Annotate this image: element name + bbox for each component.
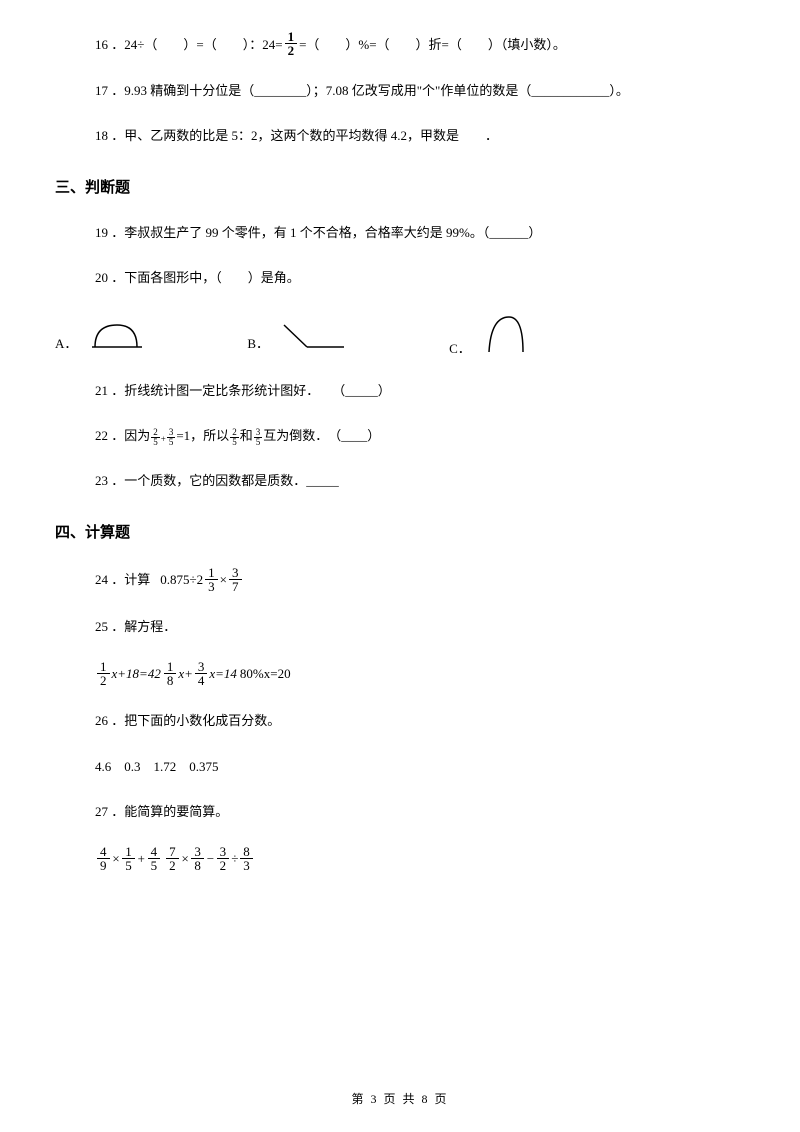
q27-t3: × (181, 851, 190, 867)
q27-t2: + (137, 851, 146, 867)
q22-p1: 22 ．因为 (95, 424, 150, 447)
q27-f1: 4 9 (97, 845, 110, 872)
fraction-half: 1 2 (285, 30, 298, 57)
q26-values: 4.6 0.3 1.72 0.375 (55, 755, 745, 778)
question-25: 25 ．解方程． (55, 615, 745, 638)
q27-f3: 4 5 (148, 845, 161, 872)
question-20: 20 ．下面各图形中，（ ）是角。 (55, 266, 745, 289)
q25-f2: 1 8 (164, 660, 177, 687)
shape-c-icon (481, 312, 531, 357)
question-18: 18 ．甲、乙两数的比是 5：2，这两个数的平均数得 4.2，甲数是 ． (55, 124, 745, 147)
question-26: 26 ．把下面的小数化成百分数。 (55, 709, 745, 732)
q24-expr: 0.875÷2 1 3 × 3 7 (160, 566, 243, 593)
q24-times: × (220, 568, 227, 591)
q22-frac2: 3 5 (167, 428, 176, 447)
page-footer: 第 3 页 共 8 页 (0, 1090, 800, 1107)
q27-f2: 1 5 (122, 845, 135, 872)
question-21: 21 ．折线统计图一定比条形统计图好． （_____） (55, 379, 745, 402)
question-24: 24 ．计算 0.875÷2 1 3 × 3 7 (55, 566, 745, 593)
q27-f6: 3 2 (217, 845, 230, 872)
q27-f7: 8 3 (240, 845, 253, 872)
shape-b-icon (279, 317, 349, 352)
q24-label: 24 ．计算 (95, 568, 150, 591)
q25-p3: x=14 (209, 666, 237, 682)
q24-f1: 1 3 (205, 566, 218, 593)
q25-equations: 1 2 x+18=42 1 8 x+ 3 4 x=14 80%x=20 (95, 660, 745, 687)
shape-a-icon (87, 317, 147, 352)
q25-f1: 1 2 (97, 660, 110, 687)
q25-p4: 80%x=20 (240, 666, 291, 682)
q22-frac4: 3 5 (254, 428, 263, 447)
q27-f5: 3 8 (191, 845, 204, 872)
shape-option-a: A． (55, 317, 147, 352)
q27-equations: 4 9 × 1 5 + 4 5 7 2 × 3 8 − 3 2 ÷ 8 3 (95, 845, 745, 872)
q27-t1: × (112, 851, 121, 867)
shape-option-b: B． (247, 317, 349, 352)
q27-f4: 7 2 (166, 845, 179, 872)
q25-p2: x+ (178, 666, 193, 682)
shape-b-label: B． (247, 333, 269, 352)
q25-f3: 3 4 (195, 660, 208, 687)
q22-plus: + (161, 431, 166, 447)
question-16: 16 ．24÷（ ）=（ ）：24= 1 2 =（ ）%=（ ）折=（ ）（填小… (55, 30, 745, 57)
shape-options-row: A． B． C． (55, 312, 745, 357)
section-4-header: 四、计算题 (55, 521, 745, 542)
shape-a-label: A． (55, 333, 77, 352)
q22-frac1: 2 5 (151, 428, 160, 447)
question-22: 22 ．因为 2 5 + 3 5 =1，所以 2 5 和 3 5 互为倒数． （… (55, 424, 745, 447)
q22-p3: 互为倒数． （____） (263, 424, 380, 447)
question-19: 19 ．李叔叔生产了 99 个零件，有 1 个不合格，合格率大约是 99%。（_… (55, 221, 745, 244)
q25-p1: x+18=42 (112, 666, 161, 682)
q24-f2: 3 7 (229, 566, 242, 593)
section-3-header: 三、判断题 (55, 176, 745, 197)
shape-c-label: C． (449, 338, 471, 357)
q22-p2: =1，所以 (176, 424, 229, 447)
shape-option-c: C． (449, 312, 531, 357)
q22-frac3: 2 5 (230, 428, 239, 447)
q27-t4: − (206, 851, 215, 867)
q16-text-2: =（ ）%=（ ）折=（ ）（填小数）。 (299, 34, 566, 53)
question-23: 23 ．一个质数，它的因数都是质数．_____ (55, 469, 745, 492)
question-17: 17 ．9.93 精确到十分位是（________）；7.08 亿改写成用"个"… (55, 79, 745, 102)
question-27: 27 ．能简算的要简算。 (55, 800, 745, 823)
q27-t5: ÷ (231, 851, 238, 867)
q22-and: 和 (240, 424, 253, 447)
q16-text-1: 16 ．24÷（ ）=（ ）：24= (95, 34, 283, 53)
q24-pre: 0.875÷2 (160, 568, 203, 591)
